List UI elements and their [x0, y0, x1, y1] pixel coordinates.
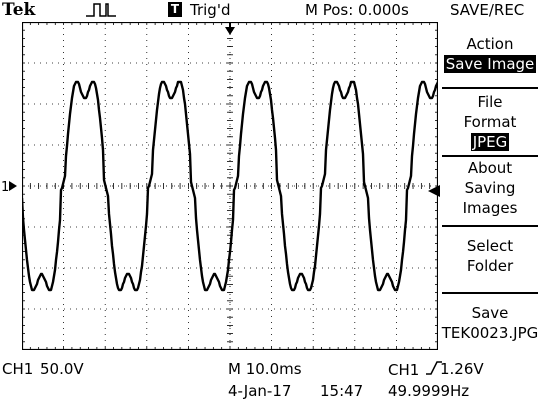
menu-divider [442, 225, 538, 227]
ch1-waveform [22, 80, 438, 292]
menu-divider [442, 292, 538, 294]
frequency-readout: 49.9999Hz [388, 382, 470, 400]
about-saving-images-button[interactable]: About Saving Images [440, 158, 540, 218]
select-folder-label-1: Select [466, 237, 514, 255]
about-label-2: Saving [464, 179, 516, 197]
waveform-display [22, 22, 438, 350]
save-filename: TEK0023.JPG [441, 324, 539, 342]
time-readout: 15:47 [320, 382, 364, 400]
about-label-3: Images [462, 199, 518, 217]
save-label: Save [471, 304, 509, 322]
file-format-label-2: Format [463, 113, 517, 131]
status-bar: Tek T Trig'd M Pos: 0.000s SAVE/REC [0, 0, 540, 22]
trigger-status: Trig'd [190, 1, 231, 19]
ch1-ground-marker[interactable]: 1 [1, 180, 18, 195]
file-format-button[interactable]: File Format JPEG [440, 92, 540, 152]
select-folder-button[interactable]: Select Folder [440, 236, 540, 276]
ch1-marker-label: 1 [1, 180, 10, 195]
ch1-label: CH1 [2, 360, 34, 378]
graticule [22, 22, 438, 350]
save-button[interactable]: Save TEK0023.JPG [440, 303, 540, 343]
action-value: Save Image [443, 55, 537, 73]
main-position: M Pos: 0.000s [305, 1, 409, 19]
square-pulse-icon [86, 2, 116, 22]
about-label-1: About [467, 159, 513, 177]
menu-divider [442, 87, 538, 89]
ch1-scale: 50.0V [40, 360, 84, 378]
file-format-label-1: File [477, 93, 503, 111]
trigger-level: 1.26V [440, 360, 484, 378]
trigger-level-marker[interactable] [428, 182, 440, 201]
trigger-source-label: CH1 [388, 361, 420, 379]
menu-divider [442, 155, 538, 157]
timebase-readout: M 10.0ms [228, 360, 302, 378]
action-button[interactable]: Action Save Image [440, 34, 540, 74]
date-readout: 4-Jan-17 [228, 382, 292, 400]
file-format-value: JPEG [470, 133, 510, 151]
menu-title: SAVE/REC [450, 1, 525, 19]
action-label: Action [466, 35, 514, 53]
trigger-source: CH1 [388, 361, 444, 378]
trigger-badge: T [168, 2, 182, 17]
rising-edge-icon [426, 361, 443, 375]
select-folder-label-2: Folder [466, 257, 514, 275]
brand-logo: Tek [2, 0, 36, 20]
